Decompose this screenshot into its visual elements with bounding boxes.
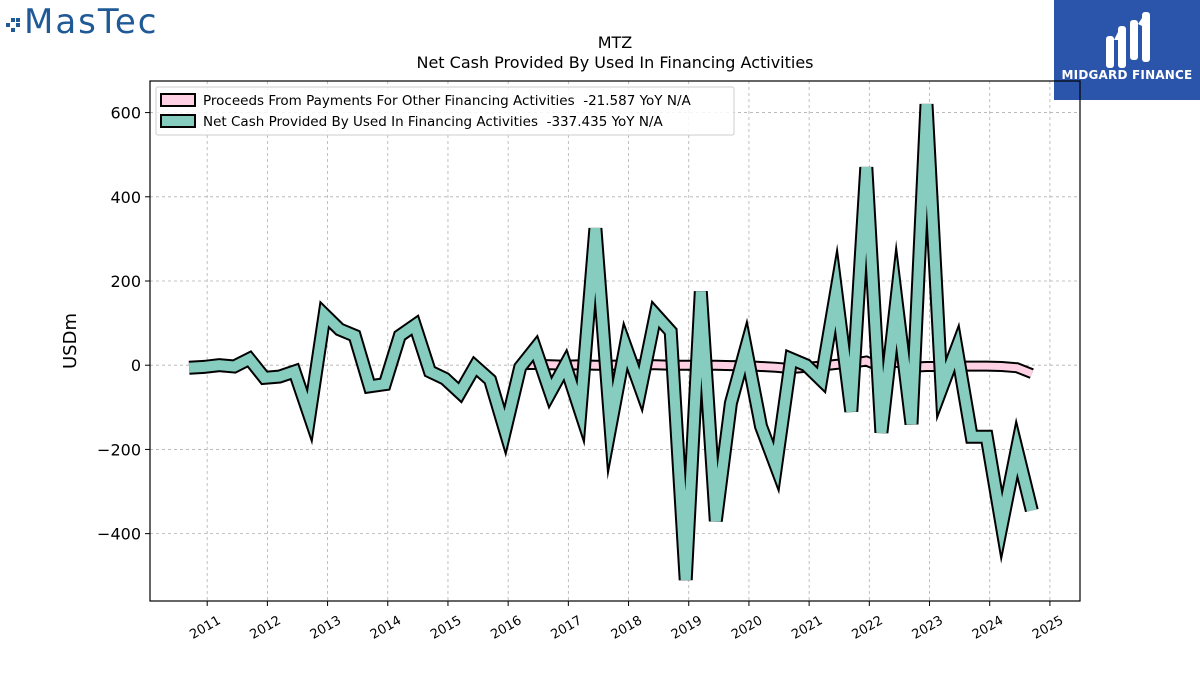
x-tick-label: 2017 — [549, 613, 585, 643]
midgard-logo-icon — [1106, 12, 1150, 68]
legend-swatch-proceeds — [160, 93, 196, 107]
y-tick-label: 600 — [110, 104, 141, 123]
x-tick-label: 2015 — [428, 613, 464, 643]
legend-label-proceeds: Proceeds From Payments For Other Financi… — [203, 93, 691, 109]
legend: Proceeds From Payments For Other Financi… — [155, 86, 735, 136]
y-axis-label: USDm — [60, 313, 81, 369]
logo-mark-icon — [6, 18, 20, 32]
x-tick-label: 2022 — [849, 613, 885, 643]
x-tick-label: 2020 — [729, 613, 765, 643]
y-tick-label: 200 — [110, 272, 141, 291]
mastec-logo-text: MasTec — [24, 2, 159, 42]
y-tick-label: 400 — [110, 188, 141, 207]
x-tick-label: 2016 — [488, 613, 524, 643]
x-tick-label: 2012 — [248, 613, 284, 643]
x-tick-label: 2025 — [1030, 613, 1066, 643]
x-tick-label: 2019 — [669, 613, 705, 643]
x-tick-label: 2024 — [970, 613, 1006, 643]
x-tick-label: 2023 — [910, 613, 946, 643]
series-line-net-cash — [188, 103, 1037, 581]
plot-area — [188, 103, 1039, 581]
midgard-logo-text: MIDGARD FINANCE — [1061, 68, 1193, 82]
x-tick-label: 2018 — [609, 613, 645, 643]
y-tick-label: −200 — [97, 440, 141, 459]
x-tick-label: 2021 — [789, 613, 825, 643]
mastec-logo: MasTec — [6, 2, 159, 42]
plot-frame — [149, 80, 1081, 602]
midgard-finance-badge: MIDGARD FINANCE — [1054, 0, 1200, 100]
legend-swatch-net-cash — [160, 114, 196, 128]
y-tick-label: −400 — [97, 525, 141, 544]
x-tick-label: 2014 — [368, 613, 404, 643]
legend-box — [155, 86, 735, 136]
y-tick-label: 0 — [131, 356, 141, 375]
legend-label-net-cash: Net Cash Provided By Used In Financing A… — [203, 114, 663, 130]
x-tick-label: 2011 — [187, 613, 223, 643]
chart-subtitle: Net Cash Provided By Used In Financing A… — [416, 53, 813, 72]
x-tick-label: 2013 — [308, 613, 344, 643]
chart-title: MTZ — [598, 33, 633, 52]
y-axis: 600 400 200 0 −200 −400 — [97, 104, 150, 544]
x-axis: 2011 2012 2013 2014 2015 2016 2017 2018 2019 2020… — [187, 601, 1066, 643]
